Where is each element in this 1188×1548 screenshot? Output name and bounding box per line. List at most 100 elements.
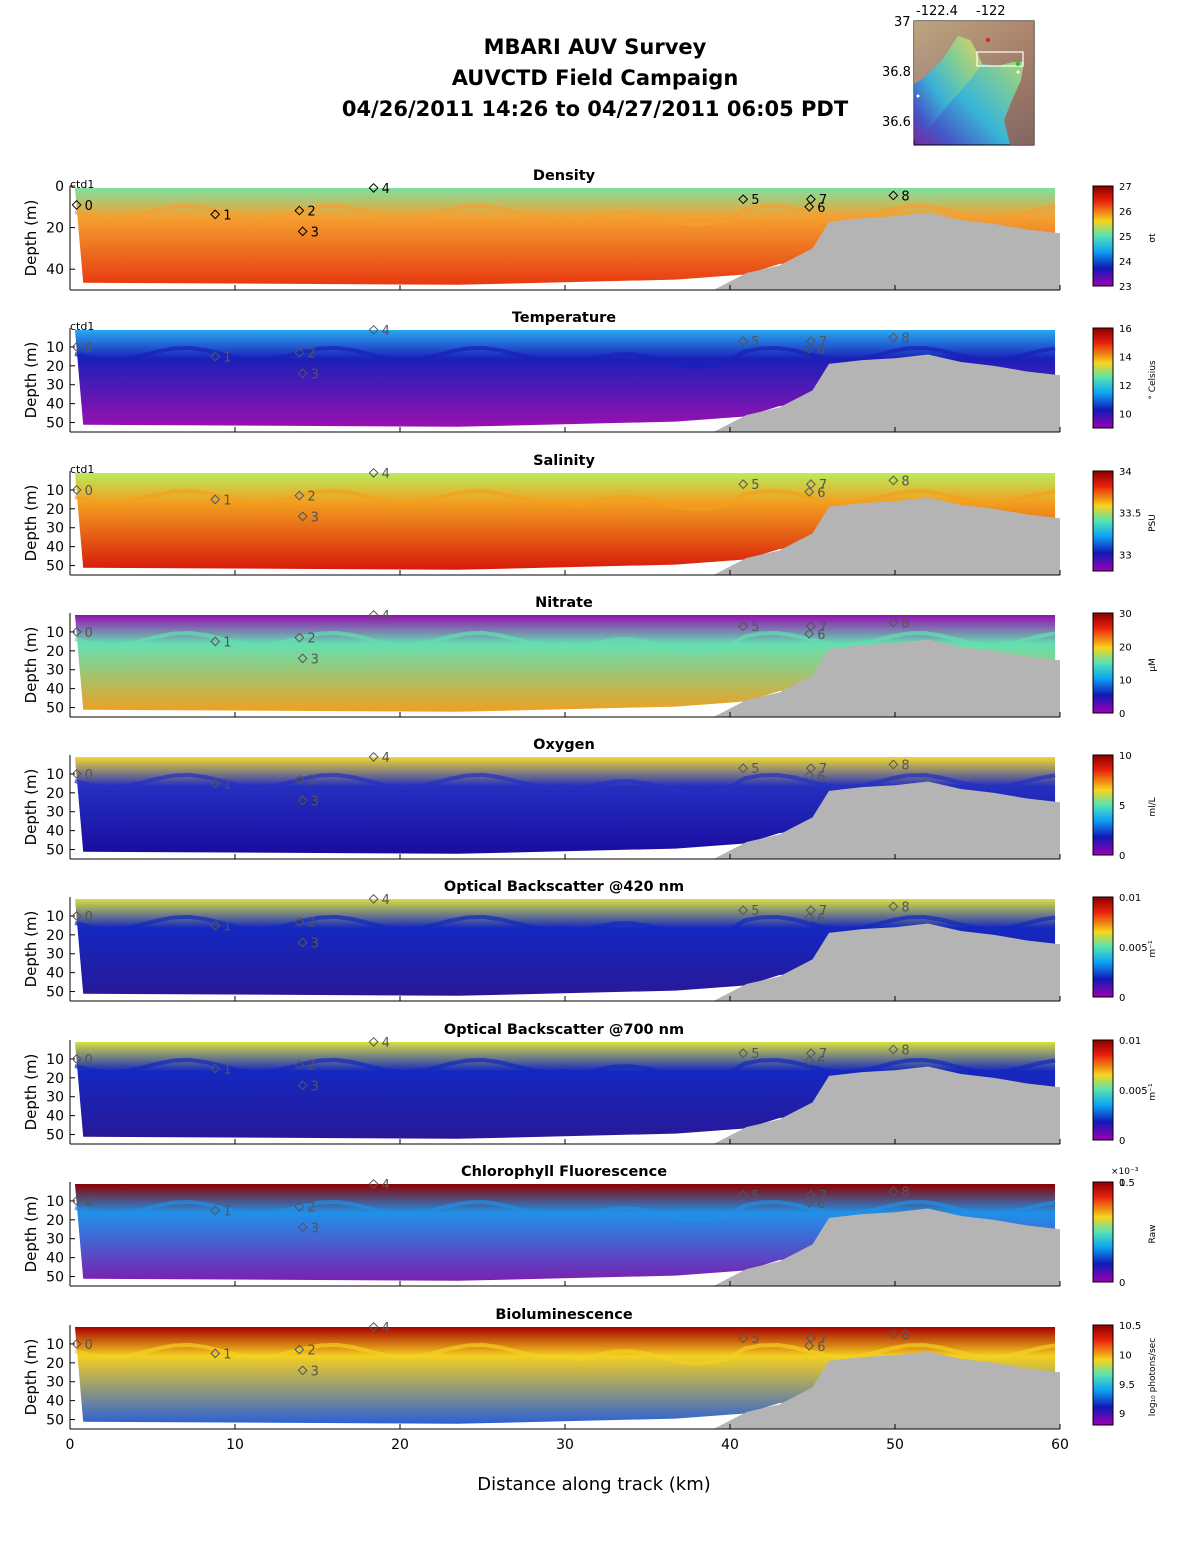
- station-marker: [294, 1059, 305, 1070]
- station-marker: [738, 1333, 749, 1344]
- colorbar-tick-label: 0: [1119, 993, 1125, 1004]
- station-label: 6: [817, 201, 825, 216]
- station-marker: [294, 774, 305, 785]
- station-label: 1: [223, 1062, 231, 1077]
- station-label: 0: [85, 199, 93, 214]
- station-label: 6: [817, 1055, 825, 1070]
- station-marker: [738, 336, 749, 347]
- station-marker: [210, 209, 221, 220]
- y-tick-label: 10: [46, 483, 64, 499]
- station-marker: [805, 905, 816, 916]
- station-label: 6: [817, 1340, 825, 1355]
- y-tick-label: 30: [46, 378, 64, 394]
- colorbar-tick-label: 9: [1119, 1409, 1125, 1420]
- station-marker: [297, 1222, 308, 1233]
- colorbar-tick-label: 10: [1119, 751, 1132, 762]
- no-data-gap: [677, 564, 730, 575]
- colorbar-unit: PSU: [1148, 514, 1158, 532]
- station-label: 2: [307, 205, 315, 220]
- station-label: 4: [382, 1321, 390, 1336]
- inset-lat-label-1: 37: [894, 15, 911, 30]
- no-data-gap: [677, 990, 730, 1001]
- station-marker: [210, 1205, 221, 1216]
- y-tick-label: 30: [46, 1090, 64, 1106]
- colorbar-tick-label: 26: [1119, 207, 1132, 218]
- station-marker: [805, 763, 816, 774]
- station-label: 2: [307, 632, 315, 647]
- station-marker: [210, 920, 221, 931]
- colorbar-tick-label: 34: [1119, 467, 1132, 478]
- no-data-gap: [677, 1418, 730, 1429]
- station-marker: [210, 778, 221, 789]
- station-marker: [297, 795, 308, 806]
- y-axis-label: Depth (m): [22, 1196, 40, 1273]
- station-marker: [297, 1365, 308, 1376]
- no-data-gap: [677, 1275, 730, 1286]
- station-label: 0: [85, 626, 93, 641]
- station-marker: [294, 347, 305, 358]
- inset-survey-box: [976, 51, 1024, 67]
- seafloor: [713, 923, 1060, 1001]
- panel-title: Temperature: [512, 310, 616, 326]
- station-label: 8: [901, 1328, 909, 1343]
- station-label: 6: [817, 1197, 825, 1212]
- x-tick-label: 50: [886, 1437, 904, 1453]
- seafloor: [713, 212, 1060, 290]
- colorbar-tick-label: 12: [1119, 381, 1132, 392]
- station-label: 6: [817, 486, 825, 501]
- station-label: 7: [819, 1332, 827, 1347]
- station-marker: [368, 324, 379, 335]
- station-label: 0: [85, 1338, 93, 1353]
- station-label: 7: [819, 1047, 827, 1062]
- y-tick-label: 30: [46, 805, 64, 821]
- station-label: 5: [751, 762, 759, 777]
- y-axis-label: Depth (m): [22, 627, 40, 704]
- thermocline-line: [74, 1199, 1056, 1223]
- colorbar: [1092, 185, 1114, 287]
- station-marker: [888, 332, 899, 343]
- x-tick-label: 30: [556, 1437, 574, 1453]
- colorbar-tick-label: 23: [1119, 282, 1132, 293]
- seafloor: [713, 354, 1060, 432]
- x-tick-label: 10: [226, 1437, 244, 1453]
- thermocline-line: [74, 203, 1056, 227]
- inset-lon-label-2: -122: [976, 4, 1006, 19]
- station-marker: [71, 910, 82, 921]
- y-tick-label: 20: [46, 1071, 64, 1087]
- panel-title: Chlorophyll Fluorescence: [461, 1164, 667, 1180]
- y-tick-label: 10: [46, 340, 64, 356]
- station-marker: [805, 336, 816, 347]
- station-label: 8: [901, 1043, 909, 1058]
- station-label: 7: [819, 762, 827, 777]
- inset-lat-label-2: 36.8: [882, 65, 911, 80]
- station-marker: [888, 190, 899, 201]
- y-tick-label: 50: [46, 1413, 64, 1429]
- station-label: 2: [307, 916, 315, 931]
- y-tick-label: 50: [46, 701, 64, 717]
- y-tick-label: 20: [46, 1356, 64, 1372]
- station-marker: [297, 226, 308, 237]
- colorbar-unit: μM: [1148, 658, 1158, 672]
- panel-title: Salinity: [533, 453, 595, 469]
- station-marker: [888, 759, 899, 770]
- colorbar: [1092, 896, 1114, 998]
- station-label: 3: [311, 510, 319, 525]
- station-label: 8: [901, 900, 909, 915]
- station-marker: [368, 467, 379, 478]
- no-data-gap: [677, 421, 730, 432]
- inset-marker-white-2: [916, 94, 920, 98]
- colorbar-tick-label: 0: [1119, 1278, 1125, 1289]
- station-label: 1: [223, 635, 231, 650]
- seafloor: [713, 1066, 1060, 1144]
- y-tick-label: 10: [46, 1194, 64, 1210]
- station-label: 5: [751, 620, 759, 635]
- x-tick-label: 40: [721, 1437, 739, 1453]
- inset-marker-green: [1016, 62, 1020, 66]
- station-label: 1: [223, 1204, 231, 1219]
- station-marker: [804, 912, 815, 923]
- station-marker: [368, 751, 379, 762]
- seafloor: [713, 1351, 1060, 1429]
- title-line-1: MBARI AUV Survey: [483, 35, 707, 59]
- figure-title: MBARI AUV Survey AUVCTD Field Campaign 0…: [300, 32, 890, 125]
- station-marker: [297, 368, 308, 379]
